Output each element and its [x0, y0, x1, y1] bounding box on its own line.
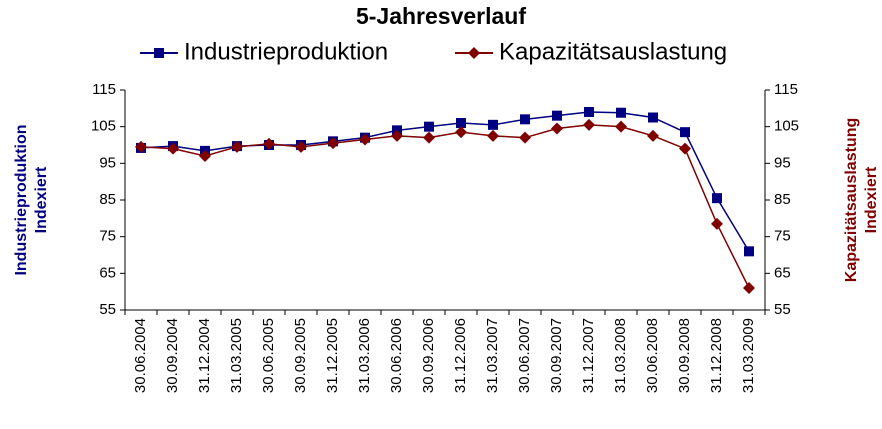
data-point	[616, 107, 626, 118]
data-point	[520, 114, 530, 125]
series-line	[140, 111, 750, 252]
y2-tick-label: 55	[774, 301, 791, 318]
data-point	[647, 129, 659, 142]
x-tick-label: 31.12.2004	[196, 318, 213, 393]
data-point	[391, 129, 403, 142]
data-point	[743, 282, 755, 294]
x-tick-label: 30.09.2006	[420, 318, 437, 393]
x-tick-label: 30.06.2005	[260, 318, 277, 393]
y-tick-label: 105	[91, 118, 116, 135]
data-point	[295, 140, 307, 153]
axis-label: Indexiert	[33, 166, 50, 233]
data-point	[648, 112, 658, 123]
data-point	[551, 122, 563, 135]
data-point	[199, 150, 211, 162]
x-tick-label: 30.06.2008	[644, 318, 661, 393]
data-point	[680, 127, 690, 138]
x-tick-label: 31.03.2007	[484, 318, 501, 393]
data-point	[712, 193, 722, 204]
x-tick-label: 30.09.2004	[164, 318, 181, 393]
x-tick-label: 31.03.2005	[228, 318, 245, 393]
legend-label: Kapazitätsauslastung	[499, 38, 727, 65]
x-tick-label: 31.03.2009	[740, 318, 757, 393]
x-tick-label: 30.06.2007	[516, 318, 533, 393]
x-tick-label: 31.03.2006	[356, 318, 373, 393]
x-tick-label: 30.09.2005	[292, 318, 309, 393]
x-tick-label: 31.12.2008	[708, 318, 725, 393]
y2-tick-label: 85	[774, 191, 791, 208]
axis-label: Industrieproduktion	[13, 124, 30, 275]
data-point	[423, 131, 435, 144]
data-point	[135, 140, 147, 153]
y-tick-label: 65	[99, 264, 116, 281]
data-point	[679, 142, 691, 155]
x-tick-label: 30.06.2006	[388, 318, 405, 393]
x-tick-label: 31.12.2005	[324, 318, 341, 393]
axis-label: Indexiert	[863, 166, 880, 233]
y-tick-label: 85	[99, 191, 116, 208]
data-point	[711, 217, 723, 230]
data-point	[455, 126, 467, 139]
y-tick-label: 75	[99, 228, 116, 245]
x-tick-label: 31.03.2008	[612, 318, 629, 393]
legend-marker	[154, 48, 164, 58]
y2-tick-label: 65	[774, 264, 791, 281]
data-point	[167, 142, 179, 155]
data-point	[488, 119, 498, 130]
data-point	[583, 118, 595, 131]
data-point	[487, 129, 499, 142]
x-tick-label: 31.12.2007	[580, 318, 597, 393]
data-point	[552, 110, 562, 121]
data-point	[615, 120, 627, 133]
data-point	[359, 133, 371, 146]
x-tick-label: 30.09.2008	[676, 318, 693, 393]
legend-marker	[468, 47, 480, 59]
data-point	[263, 137, 275, 150]
y2-tick-label: 75	[774, 228, 791, 245]
y-tick-label: 115	[92, 81, 116, 98]
data-point	[584, 107, 594, 117]
data-point	[456, 118, 466, 128]
y-tick-label: 95	[99, 154, 116, 171]
legend-label: Industrieproduktion	[184, 38, 388, 65]
data-point	[231, 140, 243, 153]
chart-title: 5-Jahresverlauf	[356, 3, 526, 29]
x-tick-label: 30.09.2007	[548, 318, 565, 393]
axis-label: Kapazitätsauslastung	[843, 118, 860, 282]
y-tick-label: 55	[99, 301, 116, 318]
y2-tick-label: 115	[774, 81, 798, 98]
x-tick-label: 31.12.2006	[452, 318, 469, 393]
data-point	[424, 121, 434, 132]
y2-tick-label: 105	[774, 118, 799, 135]
y2-tick-label: 95	[774, 154, 791, 171]
data-point	[327, 137, 339, 150]
data-point	[519, 131, 531, 144]
x-tick-label: 30.06.2004	[132, 318, 149, 393]
data-point	[744, 246, 754, 257]
